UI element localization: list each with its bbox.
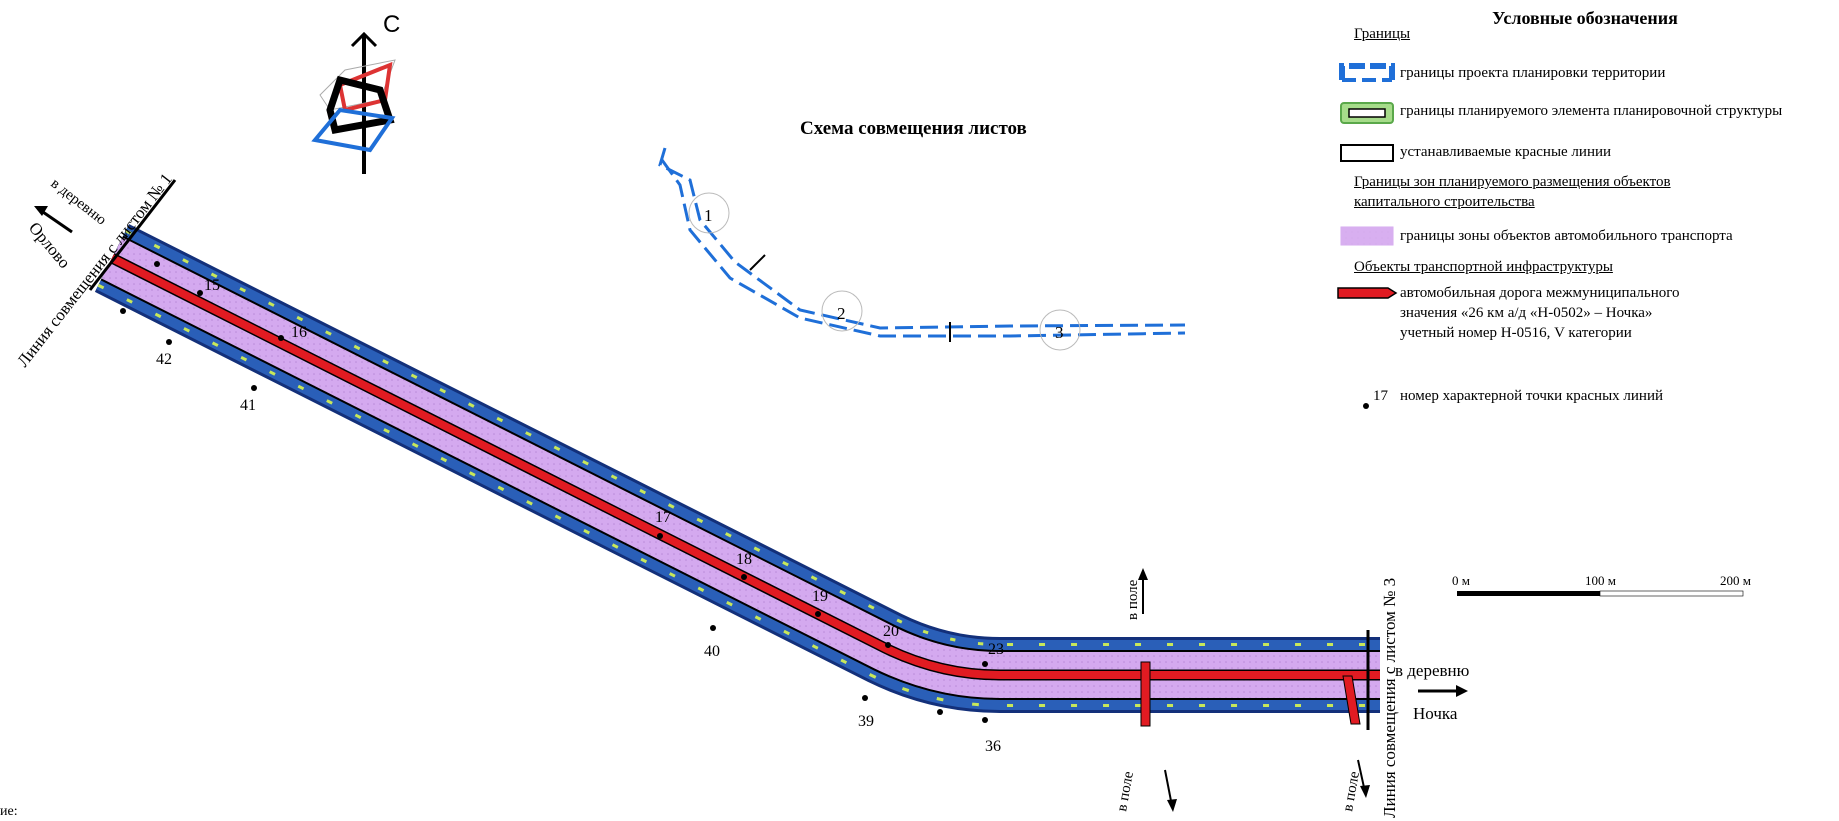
sheet-number: 3 xyxy=(1055,323,1064,342)
field-label-bottom-1: в поле xyxy=(1114,770,1137,813)
scale-label: 0 м xyxy=(1452,573,1470,588)
red-line-swatch xyxy=(1340,144,1394,162)
point-label: 42 xyxy=(156,351,172,368)
point-label: 41 xyxy=(240,397,256,414)
side-road-2 xyxy=(1342,675,1361,725)
point-label: 20 xyxy=(883,623,899,640)
road-corridor xyxy=(94,224,1380,727)
legend-item-label: границы зоны объектов автомобильного тра… xyxy=(1400,228,1733,244)
point-label: 18 xyxy=(736,551,752,568)
arrow-left-icon xyxy=(34,206,73,234)
legend-item-label: номер характерной точки красных линий xyxy=(1400,388,1663,404)
point-marker-icon xyxy=(1363,403,1369,409)
point-label: 15 xyxy=(204,277,220,294)
point-label: 19 xyxy=(812,588,828,605)
north-label: С xyxy=(383,11,400,38)
legend-item-label: границы планируемого элемента планировоч… xyxy=(1400,103,1783,119)
sheet-scheme: 1 2 3 xyxy=(658,147,1186,351)
transport-zone-swatch xyxy=(1340,226,1394,246)
road-centerline-fill xyxy=(110,254,1380,679)
legend: Условные обозначения Границы границы про… xyxy=(1320,0,1839,420)
arrow-down-icon xyxy=(1164,769,1177,812)
planning-project-boundary-swatch xyxy=(1339,63,1395,82)
scale-label: 200 м xyxy=(1720,573,1751,588)
point-markers xyxy=(120,261,988,723)
arrow-up-icon xyxy=(1138,568,1148,614)
legend-section-zones-line1: Границы зон планируемого размещения объе… xyxy=(1354,174,1671,190)
legend-road-line1: автомобильная дорога межмуниципального xyxy=(1400,285,1680,301)
point-label: 17 xyxy=(655,509,671,526)
compass-icon xyxy=(311,31,396,174)
legend-section-transport: Объекты транспортной инфраструктуры xyxy=(1354,259,1613,275)
point-labels: 15 16 17 18 19 20 23 36 39 40 41 42 xyxy=(156,277,1004,755)
right-destination-label: Ночка xyxy=(1413,704,1458,723)
scale-bar xyxy=(1457,590,1744,597)
left-destination-label: Орлово xyxy=(25,218,74,272)
scale-label: 100 м xyxy=(1585,573,1616,588)
point-label: 23 xyxy=(988,641,1004,658)
planned-element-boundary-swatch xyxy=(1340,102,1394,124)
right-direction-label: в деревню xyxy=(1395,661,1470,680)
sheet-circle-2 xyxy=(821,290,863,332)
sheet-number: 2 xyxy=(837,304,846,323)
field-label-bottom-2: в поле xyxy=(1340,770,1363,813)
point-label: 39 xyxy=(858,713,874,730)
legend-road-line2: значения «26 км а/д «Н-0502» – Ночка» xyxy=(1400,305,1653,321)
field-label-top: в поле xyxy=(1125,579,1141,620)
arrow-right-icon xyxy=(1418,685,1468,697)
left-match-line xyxy=(88,179,177,291)
legend-road-line3: учетный номер Н-0516, V категории xyxy=(1400,325,1632,341)
legend-section-zones-line2: капитального строительства xyxy=(1354,194,1535,210)
side-road-1 xyxy=(1140,661,1151,727)
arrow-down-icon xyxy=(1357,759,1370,798)
right-match-line-label: Линия совмещения с листом № 3 xyxy=(1380,578,1399,818)
legend-item-label: устанавливаемые красные линии xyxy=(1400,144,1612,160)
legend-point-example: 17 xyxy=(1373,388,1388,404)
road-swatch xyxy=(1337,287,1398,299)
bottom-edge-note: ие: xyxy=(0,804,18,819)
scheme-title: Схема совмещения листов xyxy=(800,118,1027,139)
point-label: 16 xyxy=(291,324,307,341)
legend-section-boundaries: Границы xyxy=(1354,26,1411,42)
sheet-circle-3 xyxy=(1039,309,1081,351)
legend-item-label: границы проекта планировки территории xyxy=(1400,65,1666,81)
point-label: 36 xyxy=(985,738,1001,755)
sheet-number: 1 xyxy=(704,206,713,225)
sheet-circle-1 xyxy=(688,192,730,234)
scheme-boundary xyxy=(658,147,1186,330)
legend-title: Условные обозначения xyxy=(1492,8,1678,28)
point-label: 40 xyxy=(704,643,720,660)
